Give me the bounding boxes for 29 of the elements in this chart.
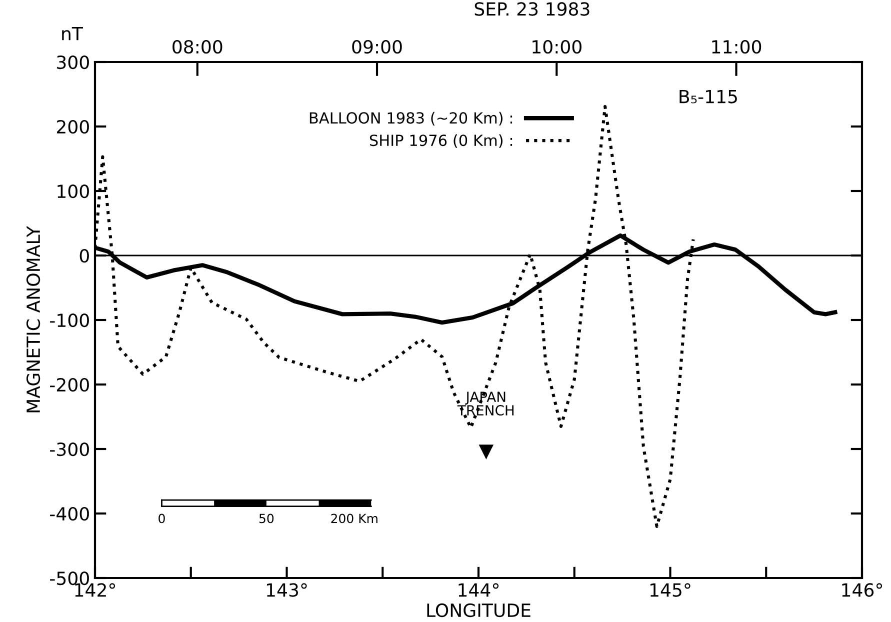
y-tick-label: 200 [57,120,89,134]
x2-tick-label: 11:00 [712,40,762,54]
annotation: 0 [158,514,165,524]
x-tick-label: 146° [842,583,882,597]
annotation: 200 Km [331,514,378,524]
x2-tick-label: 09:00 [352,40,402,54]
text: nT [62,27,84,40]
legend-label: BALLOON 1983 (~20 Km) : [310,112,512,126]
x-tick-label: 142° [75,583,116,597]
x-tick-label: 145° [650,583,690,597]
y-tick-label: -400 [50,506,89,521]
annotation: B₅-115 [680,90,737,104]
legend-label: SHIP 1976 (0 Km) : [370,134,512,148]
y-tick-label: 0 [80,248,89,263]
y-tick-label: -100 [50,313,89,328]
x-axis-title: LONGITUDE [427,603,530,618]
annotation: 50 [259,514,274,524]
x2-axis-title: SEP. 23 1983 [474,2,590,16]
y-axis-title: MAGNETIC ANOMALY [26,226,40,412]
x2-tick-label: 08:00 [172,40,222,54]
y-tick-label: -300 [50,442,89,456]
x2-tick-label: 10:00 [532,40,582,54]
y-tick-label: 100 [58,184,89,198]
y-tick-label: -200 [50,378,89,392]
annotation: JAPAN TRENCH [457,392,514,416]
x-tick-label: 144° [458,583,499,597]
y-tick-label: 300 [57,55,89,70]
x-tick-label: 143° [266,583,307,597]
y-tick-label: -500 [50,571,89,586]
